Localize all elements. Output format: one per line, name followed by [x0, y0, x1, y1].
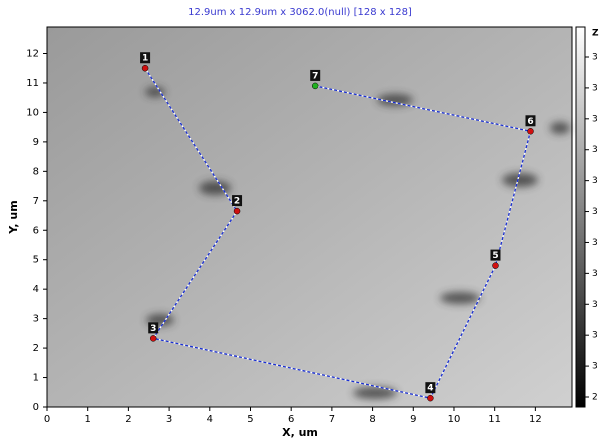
point: [312, 83, 318, 89]
x-tick-label: 10: [448, 414, 461, 425]
y-tick-label: 2: [33, 343, 39, 354]
point: [234, 208, 240, 214]
y-tick-label: 10: [26, 107, 39, 118]
colorbar-tick-label: 3: [592, 114, 598, 124]
page: {"chart_data": {"type": "scatter", "titl…: [0, 0, 599, 445]
point: [150, 335, 156, 341]
x-tick-label: 8: [369, 414, 375, 425]
x-tick-label: 4: [207, 414, 213, 425]
colorbar-tick-label: 2: [592, 393, 598, 403]
x-tick-label: 0: [44, 414, 50, 425]
y-tick-label: 1: [33, 373, 39, 384]
x-tick-label: 11: [488, 414, 501, 425]
y-tick-label: 5: [33, 255, 39, 266]
x-tick-label: 2: [125, 414, 131, 425]
colorbar-tick-label: 3: [592, 269, 598, 279]
point: [427, 395, 433, 401]
colorbar-tick-label: 3: [592, 145, 598, 155]
point-label: 3: [150, 324, 156, 334]
colorbar-tick-label: 3: [592, 207, 598, 217]
y-tick-label: 3: [33, 314, 39, 325]
point-label: 7: [312, 71, 318, 81]
x-tick-label: 6: [288, 414, 294, 425]
colorbar-tick-label: 3: [592, 53, 598, 63]
colorbar-label: Z: [592, 29, 599, 39]
y-tick-label: 6: [33, 225, 39, 236]
point-label: 1: [142, 54, 148, 64]
x-axis-label: X, um: [282, 426, 318, 439]
y-tick-label: 12: [26, 49, 39, 60]
x-tick-label: 5: [247, 414, 253, 425]
point-label: 5: [492, 251, 498, 261]
x-tick-label: 9: [410, 414, 416, 425]
point: [492, 263, 498, 269]
colorbar-tick-label: 3: [592, 300, 598, 310]
y-tick-label: 8: [33, 166, 39, 177]
colorbar-tick-label: 3: [592, 238, 598, 248]
x-tick-label: 7: [329, 414, 335, 425]
point: [142, 65, 148, 71]
x-tick-label: 3: [166, 414, 172, 425]
y-tick-label: 11: [26, 78, 39, 89]
point-label: 4: [427, 384, 433, 394]
y-tick-label: 0: [33, 402, 39, 413]
point-label: 2: [234, 197, 240, 207]
point-label: 6: [527, 117, 533, 127]
colorbar: [576, 27, 585, 407]
colorbar-tick-label: 3: [592, 362, 598, 372]
y-tick-label: 7: [33, 196, 39, 207]
y-tick-label: 9: [33, 137, 39, 148]
colorbar-tick-label: 3: [592, 331, 598, 341]
y-tick-label: 4: [33, 284, 39, 295]
y-axis-label: Y, um: [7, 200, 20, 234]
colorbar-tick-label: 3: [592, 83, 598, 93]
point: [527, 128, 533, 134]
x-tick-label: 1: [85, 414, 91, 425]
colorbar-tick-label: 3: [592, 176, 598, 186]
x-tick-label: 12: [529, 414, 542, 425]
chart: 12.9um x 12.9um x 3062.0(null) [128 x 12…: [0, 0, 599, 441]
chart-title: 12.9um x 12.9um x 3062.0(null) [128 x 12…: [188, 7, 412, 18]
scan-image: [47, 27, 572, 407]
